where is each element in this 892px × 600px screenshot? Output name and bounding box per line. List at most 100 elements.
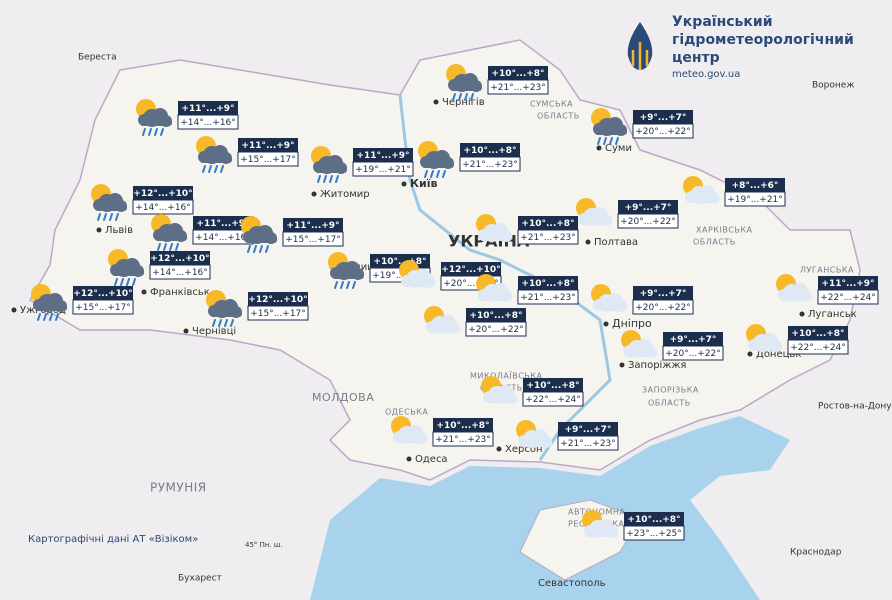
rain-drop xyxy=(148,128,152,136)
badge-day xyxy=(72,299,134,315)
rain-drop xyxy=(208,165,212,173)
badge-night xyxy=(193,216,253,230)
forecast: +10°...+8° +22°...+24° xyxy=(746,324,849,355)
night-temp: +12°...+10° xyxy=(248,295,307,305)
city-label: Одеса xyxy=(415,454,448,465)
city-label: Полтава xyxy=(594,237,638,248)
badge-night xyxy=(788,326,848,340)
city-label: Ростов-на-Дону xyxy=(818,402,892,412)
cloud xyxy=(95,204,127,211)
city-label: Житомир xyxy=(320,189,370,200)
city-label: Воронеж xyxy=(812,81,854,91)
rain-drop xyxy=(317,175,321,183)
night-temp: +12°...+10° xyxy=(73,289,132,299)
badge-night xyxy=(73,286,133,300)
region-label: ОБЛАСТЬ xyxy=(537,112,580,121)
day-temp: +15°...+17° xyxy=(75,303,131,313)
rain-drop xyxy=(609,137,613,145)
forecast: +8°...+6° +19°...+21° xyxy=(683,176,786,207)
day-temp: +15°...+17° xyxy=(250,309,306,319)
ukraine-land xyxy=(28,39,861,481)
cloud xyxy=(520,440,552,447)
badge-night xyxy=(518,216,578,230)
rain-drop xyxy=(160,128,164,136)
forecast: +10°...+8° +21°...+23° xyxy=(476,214,579,245)
badge-day xyxy=(352,161,414,177)
city-dot xyxy=(747,351,753,357)
cloud xyxy=(403,280,435,287)
night-temp: +11°...+9° xyxy=(356,151,409,161)
night-temp: +9°...+7° xyxy=(670,335,717,345)
rain-drop xyxy=(470,93,474,101)
city-dot xyxy=(311,191,317,197)
logo: Український гідрометеорологічний центр m… xyxy=(627,14,854,80)
forecast: +11°...+9° +14°...+16° xyxy=(136,99,239,136)
badge-day xyxy=(517,289,579,305)
rain-drop xyxy=(615,137,619,145)
city-dot xyxy=(585,239,591,245)
forecast: +9°...+7° +21°...+23° xyxy=(516,420,619,451)
night-temp: +10°...+8° xyxy=(791,329,844,339)
city-label: Бухарест xyxy=(178,574,222,584)
rain-drop xyxy=(142,128,146,136)
day-temp: +19°...+21° xyxy=(372,271,428,281)
rain-drop xyxy=(442,170,446,178)
region-label: ХАРКІВСЬКА xyxy=(696,226,753,235)
day-temp: +22°...+24° xyxy=(525,395,581,405)
city-dot xyxy=(11,307,17,313)
rain-drop xyxy=(452,93,456,101)
forecast: +10°...+8° +21°...+23° xyxy=(418,141,521,178)
night-temp: +9°...+7° xyxy=(625,203,672,213)
badge-night xyxy=(460,143,520,157)
region-label: СУМСЬКА xyxy=(530,100,573,109)
day-temp: +14°...+16° xyxy=(195,233,251,243)
night-temp: +11°...+9° xyxy=(241,141,294,151)
night-temp: +12°...+10° xyxy=(441,265,500,275)
badge-day xyxy=(557,435,619,451)
day-temp: +20°...+22° xyxy=(468,325,524,335)
region-label: ОБЛАСТЬ xyxy=(693,238,736,247)
day-temp: +22°...+24° xyxy=(820,293,876,303)
night-temp: +12°...+10° xyxy=(150,254,209,264)
badge-day xyxy=(432,431,494,447)
cloud xyxy=(780,294,812,301)
night-temp: +10°...+8° xyxy=(491,69,544,79)
day-temp: +21°...+23° xyxy=(560,439,616,449)
badge-day xyxy=(132,199,194,215)
rain-drop xyxy=(220,165,224,173)
logo-title: Український xyxy=(672,14,773,30)
region-label: МИКОЛАЇВСЬКА xyxy=(470,371,542,381)
city-dot xyxy=(596,145,602,151)
forecast: +9°...+7° +20°...+22° xyxy=(621,330,724,361)
cloud xyxy=(245,236,277,243)
forecast: +10°...+8° +21°...+23° xyxy=(476,274,579,305)
region-label: ЗАПОРІЗЬКА xyxy=(642,386,699,395)
cloud xyxy=(485,396,517,403)
day-temp: +20°...+22° xyxy=(443,279,499,289)
rain-drop xyxy=(163,243,167,251)
rain-drop xyxy=(335,175,339,183)
day-temp: +15°...+17° xyxy=(285,235,341,245)
badge-night xyxy=(618,200,678,214)
city-dot xyxy=(603,321,609,327)
night-temp: +10°...+8° xyxy=(627,515,680,525)
cloud xyxy=(580,218,612,225)
badge-day xyxy=(149,264,211,280)
rain-drop xyxy=(230,319,234,327)
rain-drop xyxy=(265,245,269,253)
region-label: Київ xyxy=(410,177,437,190)
region-label: РУМУНІЯ xyxy=(150,481,207,495)
badge-night xyxy=(466,308,526,322)
cloud xyxy=(450,84,482,91)
day-temp: +22°...+24° xyxy=(790,343,846,353)
city-label: Чернігів xyxy=(442,96,485,108)
night-temp: +11°...+9° xyxy=(196,219,249,229)
day-temp: +14°...+16° xyxy=(152,268,208,278)
day-temp: +21°...+23° xyxy=(520,233,576,243)
badge-night xyxy=(283,218,343,232)
day-temp: +14°...+16° xyxy=(135,203,191,213)
city-dot xyxy=(433,99,439,105)
rain-drop xyxy=(253,245,257,253)
forecasts: +11°...+9° +14°...+16° +11°...+9° +15°...+1… xyxy=(31,64,879,541)
forecast: +11°...+9° +15°...+17° xyxy=(196,136,299,173)
